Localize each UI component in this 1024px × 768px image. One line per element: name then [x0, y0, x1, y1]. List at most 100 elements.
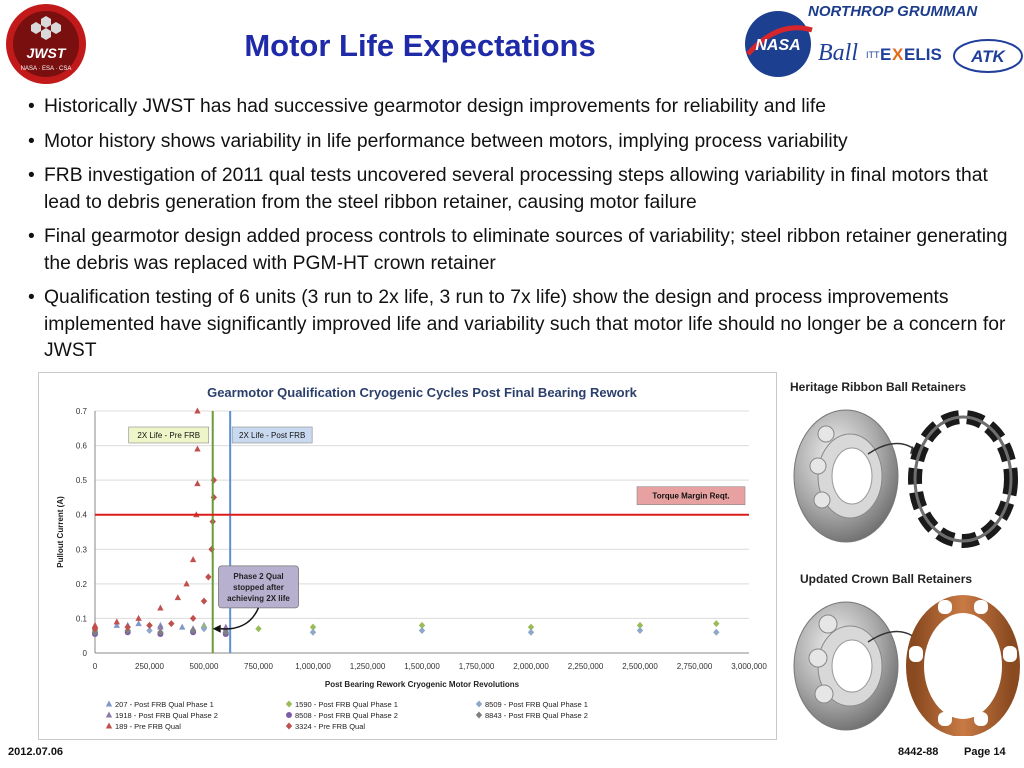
reference-label-box [636, 486, 746, 506]
data-point [527, 623, 535, 631]
slide-title: Motor Life Expectations [244, 28, 596, 63]
svg-text:NASA: NASA [755, 37, 800, 54]
svg-text:JWST: JWST [27, 45, 67, 61]
bullet-item: Qualification testing of 6 units (3 run … [28, 285, 1018, 365]
data-point [135, 620, 142, 627]
x-tick-label: 250,000 [135, 662, 164, 671]
data-point [309, 623, 317, 631]
x-tick-label: 1,000,000 [295, 662, 331, 671]
data-point [210, 493, 218, 501]
data-point [286, 712, 292, 718]
data-point [200, 597, 208, 605]
data-point [146, 621, 153, 629]
legend-label: 189 - Pre FRB Qual [115, 722, 181, 731]
y-tick-label: 0.4 [76, 511, 88, 520]
data-point [183, 580, 190, 587]
reference-label: 2X Life - Pre FRB [137, 431, 200, 440]
annotation-text: achieving 2X life [227, 594, 290, 603]
data-point [189, 614, 197, 622]
data-point [636, 627, 644, 635]
bullet-item: Final gearmotor design added process con… [28, 224, 1018, 277]
data-point [113, 621, 120, 628]
y-tick-label: 0.7 [76, 407, 88, 416]
footer-date: 2012.07.06 [8, 746, 64, 758]
y-tick-label: 0.3 [76, 545, 88, 554]
chart-svg: Gearmotor Qualification Cryogenic Cycles… [56, 385, 767, 731]
updated-retainer-image [793, 595, 1020, 736]
data-point [135, 614, 142, 621]
data-point [194, 407, 201, 414]
x-tick-label: 1,750,000 [459, 662, 495, 671]
data-point [174, 594, 182, 601]
y-tick-label: 0.6 [76, 442, 88, 451]
data-point [105, 700, 113, 707]
nasa-logo: NASA [745, 11, 813, 77]
data-point [285, 722, 293, 730]
data-point [105, 722, 113, 729]
data-point [527, 628, 535, 636]
x-tick-label: 2,000,000 [513, 662, 549, 671]
reference-label-box [128, 426, 210, 444]
gearmotor-chart: Gearmotor Qualification Cryogenic Cycles… [38, 372, 777, 740]
svg-text:ITT: ITT [866, 50, 880, 60]
annotation-arrowhead [212, 624, 221, 633]
x-tick-label: 0 [93, 662, 98, 671]
legend-label: 1918 - Post FRB Qual Phase 2 [115, 711, 218, 720]
x-axis-label: Post Bearing Rework Cryogenic Motor Revo… [325, 680, 520, 689]
svg-text:NORTHROP GRUMMAN: NORTHROP GRUMMAN [808, 3, 978, 20]
y-tick-label: 0.1 [76, 614, 88, 623]
x-tick-label: 500,000 [190, 662, 219, 671]
data-point [309, 628, 317, 636]
legend-label: 8508 - Post FRB Qual Phase 2 [295, 711, 398, 720]
data-point [418, 621, 426, 629]
svg-text:Ball: Ball [818, 40, 858, 66]
reference-label-box [231, 426, 313, 444]
svg-text:E: E [880, 45, 891, 64]
data-point [124, 623, 131, 631]
legend-label: 8843 - Post FRB Qual Phase 2 [485, 711, 588, 720]
data-point [113, 618, 120, 625]
svg-text:X: X [892, 45, 904, 64]
data-point [713, 620, 720, 628]
data-point [91, 625, 99, 633]
y-tick-label: 0.2 [76, 580, 88, 589]
annotation-text: stopped after [233, 583, 284, 592]
bullet-item: FRB investigation of 2011 qual tests unc… [28, 163, 1018, 216]
data-point [205, 573, 212, 581]
data-point [475, 700, 483, 708]
svg-text:NASA · ESA · CSA: NASA · ESA · CSA [21, 66, 72, 72]
reference-label: Torque Margin Reqt. [652, 492, 729, 501]
bullet-item: Historically JWST has had successive gea… [28, 94, 1018, 121]
footer-doc-number: 8442-88 [898, 746, 939, 758]
x-tick-label: 1,250,000 [350, 662, 386, 671]
heritage-retainer-title: Heritage Ribbon Ball Retainers [790, 380, 967, 394]
data-point [210, 476, 218, 484]
data-point [168, 620, 175, 628]
chart-title: Gearmotor Qualification Cryogenic Cycles… [207, 385, 638, 400]
data-point [157, 628, 164, 636]
x-tick-label: 2,750,000 [677, 662, 713, 671]
data-point [713, 628, 720, 636]
footer-page-number: Page 14 [964, 746, 1006, 758]
legend-label: 1590 - Post FRB Qual Phase 1 [295, 700, 398, 709]
data-point [194, 445, 201, 452]
data-point [418, 627, 426, 635]
data-point [157, 623, 164, 630]
data-point [189, 556, 197, 563]
data-point [222, 623, 229, 630]
y-tick-label: 0 [83, 649, 88, 658]
y-tick-label: 0.5 [76, 476, 88, 485]
x-tick-label: 2,500,000 [622, 662, 658, 671]
data-point [105, 711, 113, 718]
svg-text:ATK: ATK [970, 47, 1006, 66]
data-point [157, 604, 164, 611]
data-point [255, 625, 262, 633]
y-axis-label: Pullout Current (A) [56, 496, 65, 568]
data-point [179, 623, 186, 630]
x-tick-label: 750,000 [244, 662, 273, 671]
bullet-list: Historically JWST has had successive gea… [28, 94, 1018, 373]
data-point [91, 621, 99, 628]
retainer-panel: Heritage Ribbon Ball Retainers Updated C… [780, 372, 1024, 738]
data-point [475, 711, 483, 719]
jwst-logo: JWST NASA · ESA · CSA [6, 4, 86, 84]
